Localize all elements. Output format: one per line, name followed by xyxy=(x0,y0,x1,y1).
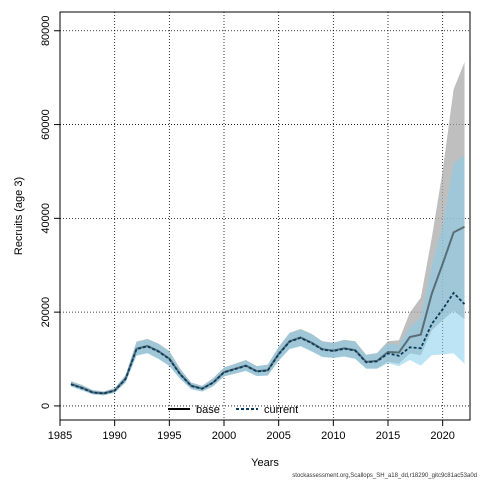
band-current xyxy=(70,155,465,396)
line-current xyxy=(70,291,466,395)
legend-current-label: current xyxy=(264,404,298,416)
y-tick-label: 60000 xyxy=(40,109,52,140)
plot-frame xyxy=(59,11,471,421)
y-tick-label: 40000 xyxy=(40,203,52,234)
y-tick-label: 0 xyxy=(40,403,52,409)
x-tick-label: 2005 xyxy=(266,430,290,442)
x-axis: 1985 1990 1995 2000 2005 2010 2015 2020 xyxy=(48,420,455,442)
y-axis-title: Recruits (age 3) xyxy=(13,177,25,255)
y-axis: 0 20000 40000 60000 80000 xyxy=(40,15,60,409)
legend: base current xyxy=(168,404,298,416)
x-tick-label: 1985 xyxy=(48,430,72,442)
line-base xyxy=(70,225,465,395)
y-tick-label: 80000 xyxy=(40,15,52,46)
legend-base-label: base xyxy=(196,404,220,416)
x-tick-label: 2000 xyxy=(212,430,236,442)
x-tick-label: 2010 xyxy=(321,430,345,442)
series-lines xyxy=(70,225,466,395)
confidence-bands xyxy=(70,62,465,396)
x-tick-label: 1995 xyxy=(157,430,181,442)
x-tick-label: 2015 xyxy=(376,430,400,442)
x-axis-title: Years xyxy=(251,457,279,469)
x-tick-label: 1990 xyxy=(102,430,126,442)
source-footer: stockassessment.org,Scallops_SH_a18_dd,r… xyxy=(292,473,477,479)
y-tick-label: 20000 xyxy=(40,297,52,328)
x-tick-label: 2020 xyxy=(430,430,454,442)
